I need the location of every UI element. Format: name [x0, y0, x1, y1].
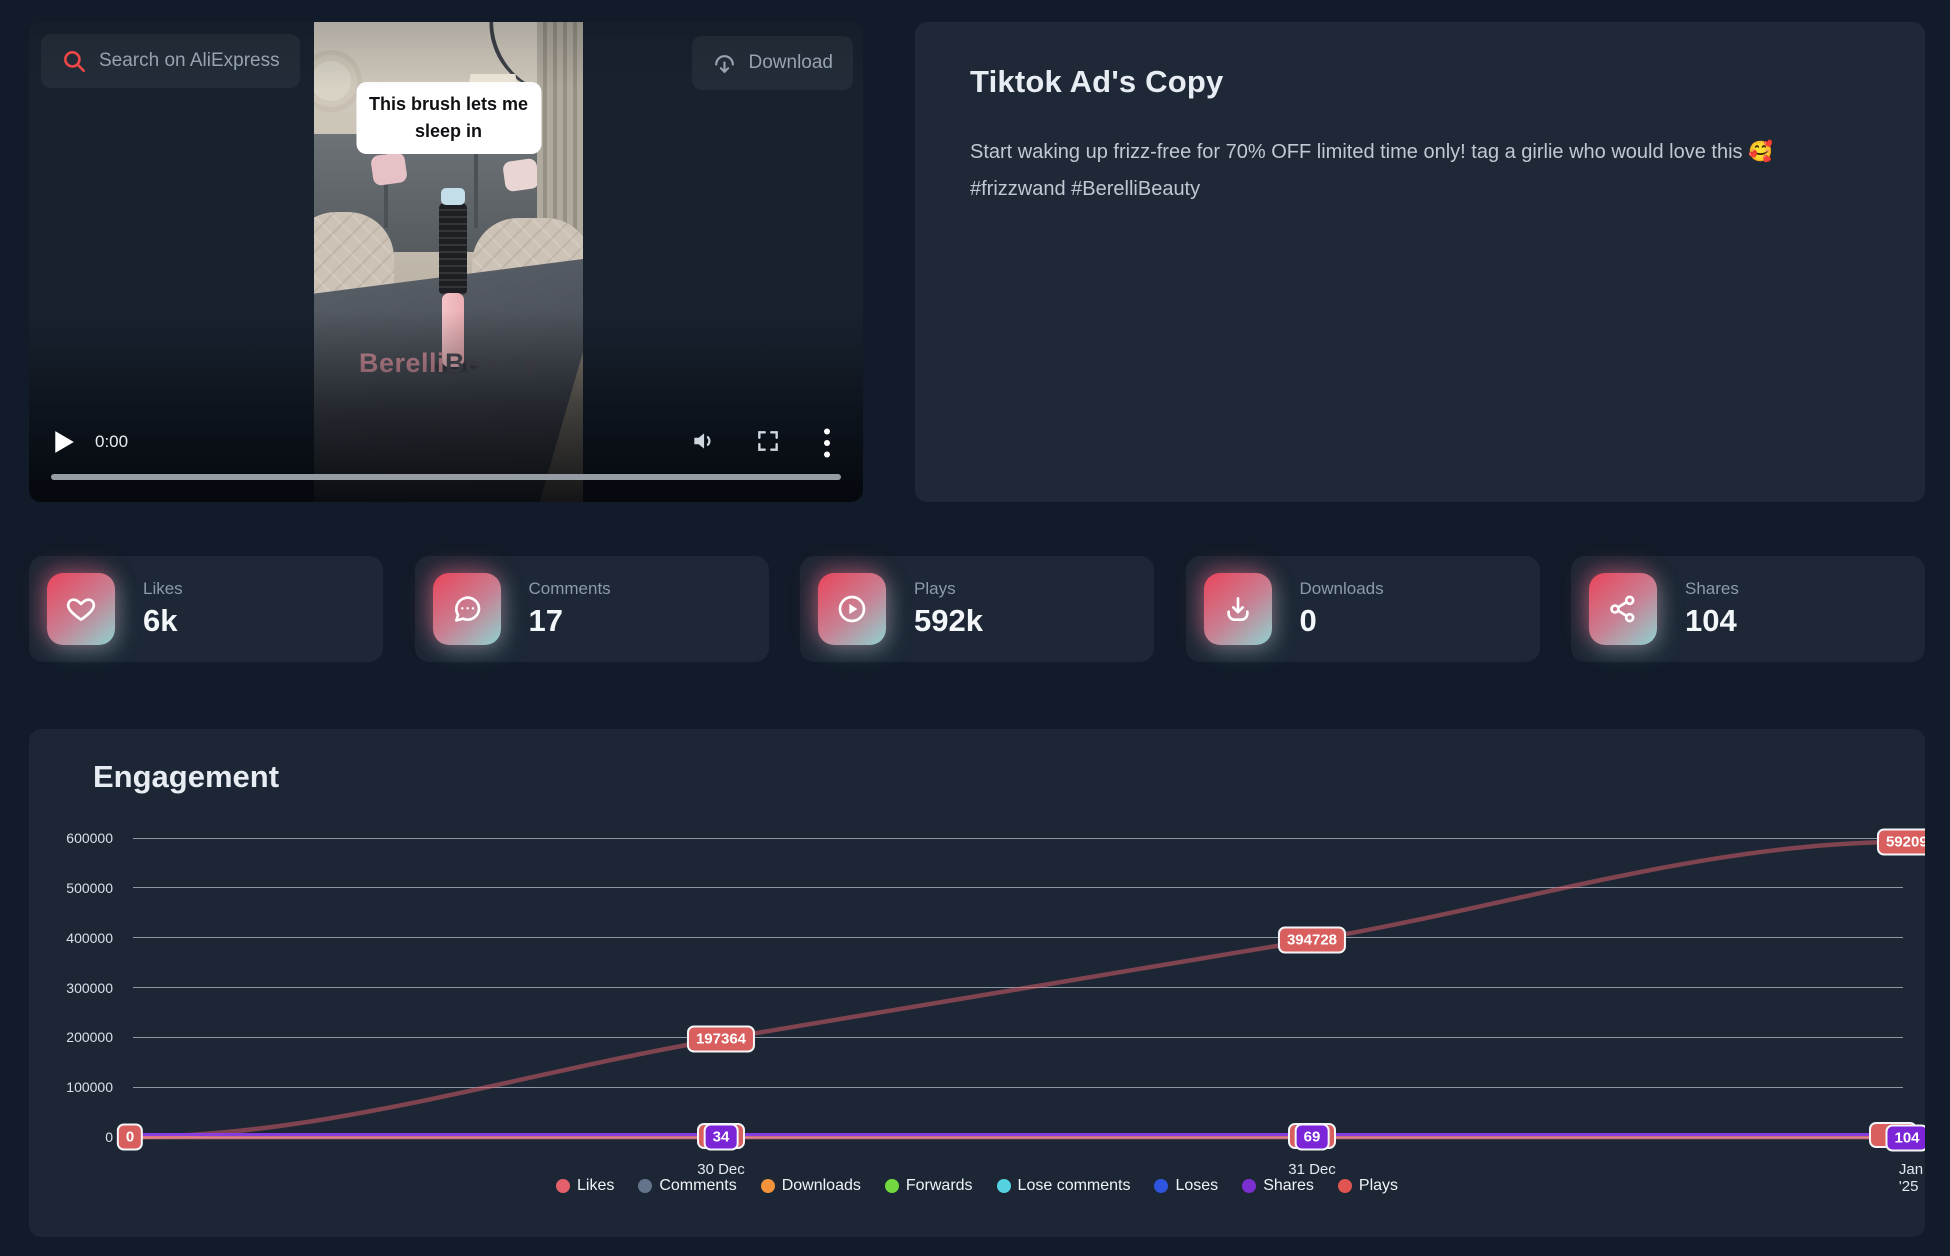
point-label: 69 [1294, 1123, 1330, 1151]
gridline [133, 1036, 1903, 1038]
legend-item-downloads[interactable]: Downloads [760, 1177, 861, 1195]
play-circle-icon [838, 595, 866, 623]
y-axis-tick: 100000 [66, 1079, 113, 1096]
search-on-aliexpress-button[interactable]: Search on AliExpress [41, 34, 300, 88]
brush-bristles [439, 203, 467, 295]
stat-card-likes: Likes 6k [29, 556, 383, 662]
x-axis-tick: 30 Dec [697, 1161, 745, 1178]
stat-value: 0 [1299, 603, 1317, 638]
point-label: 34 [703, 1123, 739, 1151]
stat-value: 592k [914, 603, 983, 638]
point-label: 394728 [1277, 926, 1347, 954]
volume-icon [694, 433, 711, 449]
more-options-button[interactable] [823, 428, 831, 461]
y-axis-tick: 200000 [66, 1029, 113, 1046]
pink-pillow [370, 151, 408, 187]
stat-value: 104 [1685, 603, 1737, 638]
engagement-chart: 600000 500000 400000 300000 200000 10000… [66, 809, 1925, 1195]
comment-icon [454, 596, 480, 622]
stat-card-downloads: Downloads 0 [1185, 556, 1540, 662]
legend-item-comments[interactable]: Comments [638, 1177, 737, 1195]
legend-item-shares[interactable]: Shares [1242, 1177, 1314, 1195]
video-controls: 0:00 [29, 412, 863, 502]
stat-label: Downloads [1299, 579, 1384, 598]
point-label: 0 [116, 1123, 144, 1151]
heart-icon [66, 598, 96, 621]
video-caption: This brush lets me sleep in [355, 82, 542, 154]
video-player-panel: This brush lets me sleep in BerelliBeaut… [29, 22, 863, 502]
video-time: 0:00 [95, 432, 129, 451]
legend-dot-lose-comments [996, 1179, 1011, 1193]
legend-dot-likes [555, 1179, 570, 1193]
download-tray-icon [1226, 597, 1249, 621]
download-icon [714, 54, 734, 73]
point-label: 197364 [686, 1025, 756, 1053]
shares-tile [1589, 573, 1657, 645]
legend-dot-loses [1154, 1179, 1169, 1193]
plays-line [127, 838, 1925, 1140]
legend-dot-plays [1337, 1179, 1352, 1193]
stat-card-plays: Plays 592k [800, 556, 1154, 662]
play-button[interactable] [53, 430, 75, 454]
legend-item-plays[interactable]: Plays [1337, 1177, 1398, 1195]
search-icon [64, 51, 86, 73]
stat-value: 17 [528, 603, 563, 638]
chart-legend: Likes Comments Downloads Forwards Lose c… [29, 1177, 1925, 1195]
legend-dot-comments [638, 1179, 653, 1193]
fullscreen-button[interactable] [755, 428, 781, 457]
legend-dot-forwards [884, 1179, 899, 1193]
likes-tile [47, 573, 115, 645]
gridline [133, 837, 1903, 839]
legend-item-likes[interactable]: Likes [555, 1177, 614, 1195]
y-axis-tick: 400000 [66, 929, 113, 946]
gridline [133, 887, 1903, 889]
volume-button[interactable] [689, 428, 717, 457]
ad-copy-panel: Tiktok Ad's Copy Start waking up frizz-f… [915, 22, 1925, 502]
engagement-panel: Engagement 600000 500000 400000 300000 2… [29, 729, 1925, 1237]
y-axis-tick: 500000 [66, 879, 113, 896]
comments-tile [432, 573, 501, 645]
stat-label: Comments [528, 579, 611, 598]
video-seek-bar[interactable] [51, 474, 841, 480]
legend-item-forwards[interactable]: Forwards [884, 1177, 973, 1195]
chart-title: Engagement [93, 759, 280, 794]
window-blinds [537, 22, 583, 237]
pink-pillow [502, 157, 540, 193]
ad-copy-title: Tiktok Ad's Copy [970, 64, 1224, 99]
legend-item-loses[interactable]: Loses [1154, 1177, 1218, 1195]
downloads-tile [1203, 573, 1272, 645]
point-label: 592090 [1876, 828, 1925, 856]
x-axis-tick: Jan '25 [1898, 1161, 1924, 1195]
share-icon [1610, 595, 1635, 623]
plays-tile [818, 573, 886, 645]
fullscreen-icon [758, 431, 778, 451]
legend-dot-shares [1242, 1179, 1257, 1193]
gridline [133, 1086, 1903, 1088]
chart-lines [127, 838, 1925, 1140]
brand-watermark: BerelliBeauty [358, 348, 539, 378]
legend-dot-downloads [760, 1179, 775, 1193]
download-label: Download [748, 52, 834, 73]
play-icon [55, 431, 74, 453]
brush-cap [441, 188, 465, 205]
legend-item-lose-comments[interactable]: Lose comments [996, 1177, 1130, 1195]
stat-card-comments: Comments 17 [414, 556, 769, 662]
search-label: Search on AliExpress [99, 50, 280, 71]
point-label: 104 [1885, 1124, 1925, 1152]
ad-copy-text: Start waking up frizz-free for 70% OFF l… [970, 141, 1773, 200]
gridline [133, 937, 1903, 939]
video-download-button[interactable]: Download [691, 36, 853, 90]
kebab-menu-icon [824, 428, 830, 458]
y-axis-tick: 300000 [66, 979, 113, 996]
y-axis-tick: 0 [105, 1129, 113, 1145]
stat-card-shares: Shares 104 [1571, 556, 1925, 662]
stat-label: Plays [914, 579, 956, 598]
stat-label: Shares [1685, 579, 1739, 598]
x-axis-tick: 31 Dec [1288, 1161, 1336, 1178]
y-axis-tick: 600000 [66, 830, 113, 846]
stat-value: 6k [143, 603, 178, 638]
stat-label: Likes [143, 579, 183, 598]
stats-row: Likes 6k Comments 17 [29, 556, 1925, 662]
